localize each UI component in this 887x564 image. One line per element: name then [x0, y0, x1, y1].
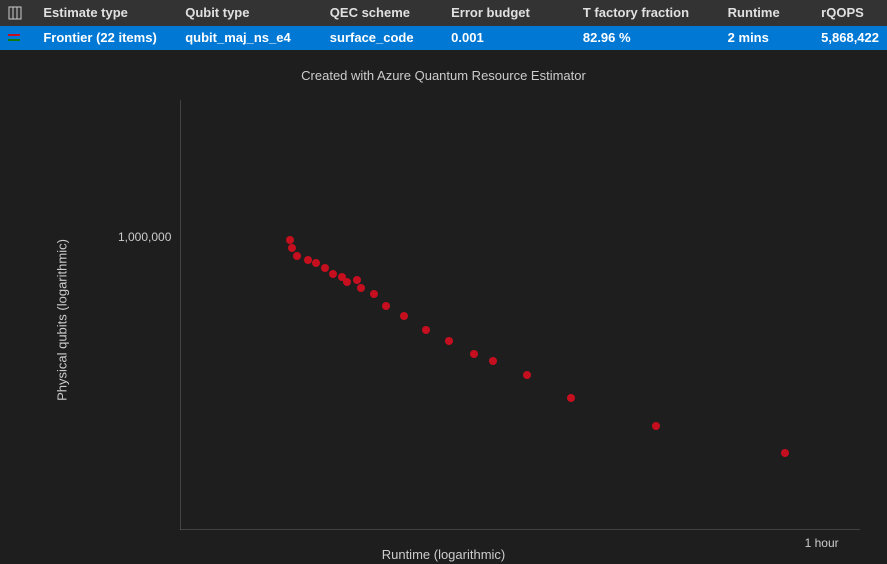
- cell-qec-scheme: surface_code: [322, 26, 443, 50]
- data-point[interactable]: [489, 357, 497, 365]
- header-t-factory-fraction[interactable]: T factory fraction: [575, 0, 720, 26]
- plot-axes: [180, 100, 860, 530]
- cell-rqops: 5,868,422: [813, 26, 887, 50]
- results-table: Estimate type Qubit type QEC scheme Erro…: [0, 0, 887, 50]
- data-point[interactable]: [343, 278, 351, 286]
- data-point[interactable]: [329, 270, 337, 278]
- column-icon-header[interactable]: [0, 0, 35, 26]
- data-point[interactable]: [353, 276, 361, 284]
- cell-runtime: 2 mins: [720, 26, 813, 50]
- data-point[interactable]: [470, 350, 478, 358]
- data-point[interactable]: [567, 394, 575, 402]
- chart-area: Created with Azure Quantum Resource Esti…: [0, 50, 887, 564]
- row-stripe-cell: [0, 26, 35, 50]
- header-qec-scheme[interactable]: QEC scheme: [322, 0, 443, 26]
- data-point[interactable]: [312, 259, 320, 267]
- table-row[interactable]: Frontier (22 items) qubit_maj_ns_e4 surf…: [0, 26, 887, 50]
- header-qubit-type[interactable]: Qubit type: [177, 0, 322, 26]
- data-point[interactable]: [321, 264, 329, 272]
- header-estimate-type[interactable]: Estimate type: [35, 0, 177, 26]
- data-point[interactable]: [357, 284, 365, 292]
- x-tick-label: 1 hour: [805, 536, 839, 550]
- cell-t-factory-fraction: 82.96 %: [575, 26, 720, 50]
- x-axis-label: Runtime (logarithmic): [0, 547, 887, 562]
- y-axis-label: Physical qubits (logarithmic): [55, 239, 70, 401]
- data-point[interactable]: [293, 252, 301, 260]
- cell-estimate-type: Frontier (22 items): [35, 26, 177, 50]
- stripe-icon: [8, 33, 20, 41]
- data-point[interactable]: [781, 449, 789, 457]
- columns-icon: [8, 6, 22, 20]
- chart-title: Created with Azure Quantum Resource Esti…: [0, 68, 887, 83]
- cell-error-budget: 0.001: [443, 26, 575, 50]
- header-rqops[interactable]: rQOPS: [813, 0, 887, 26]
- data-point[interactable]: [304, 256, 312, 264]
- y-tick-label: 1,000,000: [118, 230, 171, 244]
- cell-qubit-type: qubit_maj_ns_e4: [177, 26, 322, 50]
- data-point[interactable]: [382, 302, 390, 310]
- data-point[interactable]: [445, 337, 453, 345]
- header-runtime[interactable]: Runtime: [720, 0, 813, 26]
- data-point[interactable]: [652, 422, 660, 430]
- data-point[interactable]: [286, 236, 294, 244]
- data-point[interactable]: [523, 371, 531, 379]
- data-point[interactable]: [400, 312, 408, 320]
- data-point[interactable]: [370, 290, 378, 298]
- scatter-plot[interactable]: [180, 100, 860, 530]
- table-header-row: Estimate type Qubit type QEC scheme Erro…: [0, 0, 887, 26]
- data-point[interactable]: [422, 326, 430, 334]
- header-error-budget[interactable]: Error budget: [443, 0, 575, 26]
